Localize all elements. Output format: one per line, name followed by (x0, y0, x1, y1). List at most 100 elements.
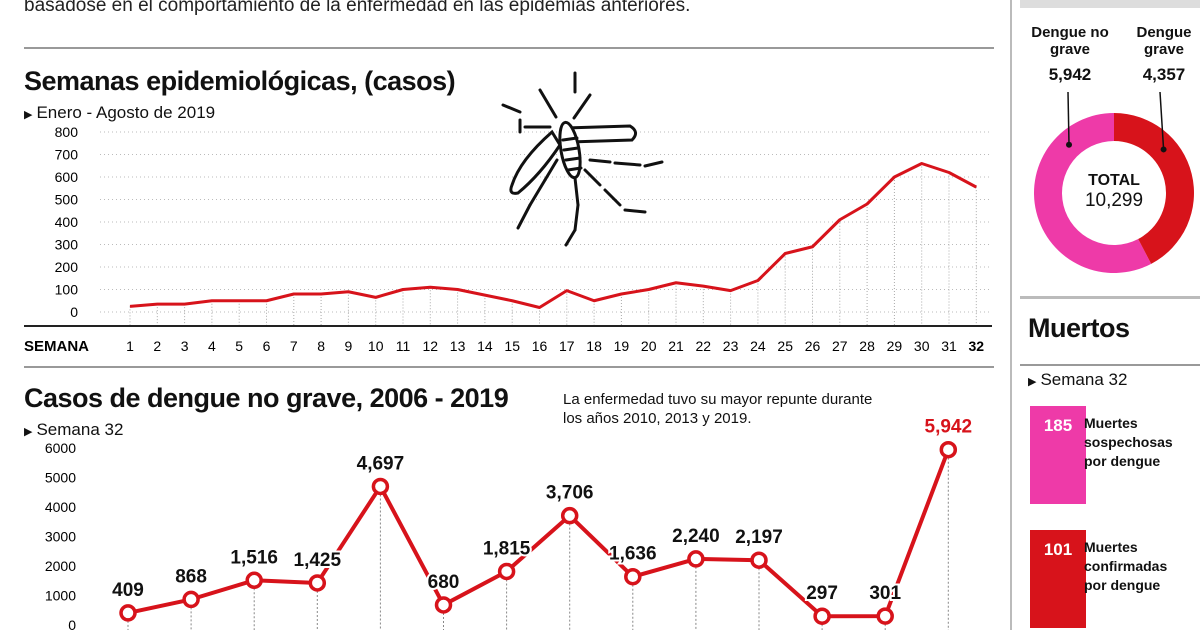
data-label: 868 (175, 566, 207, 587)
x-tick-label: 32 (969, 338, 985, 354)
donut-label-no-grave: Dengue no grave (1031, 24, 1109, 58)
data-point (813, 607, 831, 625)
data-point (182, 590, 200, 609)
data-point (497, 562, 516, 581)
x-tick-label: 3 (181, 338, 189, 354)
data-label: 1,815 (483, 538, 531, 559)
deaths-subtitle-text: Semana 32 (1040, 370, 1128, 389)
x-tick-label: 5 (235, 338, 243, 354)
deaths-suspected-box: 185 (1030, 406, 1086, 504)
donut-value-no-grave: 5,942 (1048, 65, 1092, 84)
data-point (119, 604, 137, 622)
x-tick-label: 13 (450, 338, 466, 354)
x-tick-label: 1 (126, 338, 134, 354)
data-label: 4,697 (357, 453, 405, 474)
yearly-cases-line (127, 449, 951, 619)
weekly-chart-drop-lines (129, 163, 977, 326)
y-tick-label: 4000 (45, 499, 76, 515)
x-tick-label: 19 (614, 338, 630, 354)
weekly-chart-title: Semanas epidemiológicas, (casos) (24, 66, 456, 96)
x-tick-label: 25 (777, 338, 793, 354)
weekly-chart-xaxis: 1 2 3 4 5 6 7 8 9 10 11 12 13 14 15 16 17 18 19 20 21 22 23 24 2… (126, 338, 984, 354)
deaths-confirmed-label: Muertes confirmadas por dengue (1084, 538, 1167, 595)
yearly-chart-subtitle-text: Semana 32 (36, 420, 124, 439)
weekly-chart-yaxis: 800 700 600 500 400 300 200 100 0 (55, 124, 79, 320)
donut-chart (1034, 91, 1194, 273)
y-tick-label: 3000 (45, 529, 76, 545)
y-tick-label: 6000 (45, 440, 76, 456)
data-label: 409 (112, 580, 144, 601)
label-line: Muertes (1084, 539, 1138, 555)
data-point (750, 551, 768, 569)
donut-marker-no-grave (1066, 141, 1073, 148)
separator (1020, 364, 1200, 366)
y-tick-label: 1000 (45, 588, 76, 604)
y-tick-label: 700 (55, 147, 79, 163)
sidebar-divider (1010, 0, 1012, 630)
donut-label-grave: Dengue grave (1136, 24, 1192, 58)
mosquito-icon (501, 71, 664, 247)
label-line: confirmadas (1084, 558, 1168, 574)
y-tick-label: 600 (55, 169, 79, 185)
x-tick-label: 7 (290, 338, 298, 354)
donut-slice-no-grave (1034, 113, 1152, 273)
y-tick-label: 300 (55, 237, 79, 253)
y-tick-label: 0 (68, 617, 76, 630)
data-point (371, 477, 390, 496)
triangle-icon: ▶ (1028, 376, 1037, 388)
data-point (245, 571, 263, 590)
data-point (876, 607, 894, 625)
data-label: 3,706 (546, 483, 594, 504)
data-point (308, 574, 327, 592)
x-tick-label: 21 (668, 338, 684, 354)
data-point (624, 567, 642, 586)
donut-marker-grave (1160, 146, 1167, 153)
donut-leader-no-grave (1067, 91, 1070, 145)
data-label: 1,636 (609, 544, 657, 565)
deaths-suspected-value: 185 (1043, 416, 1073, 435)
separator (24, 47, 994, 49)
weekly-chart-xlabel: SEMANA (24, 338, 89, 355)
yearly-chart-annotation: La enfermedad tuvo su mayor repunte dura… (563, 391, 873, 427)
y-tick-label: 200 (55, 259, 79, 275)
x-tick-label: 28 (859, 338, 875, 354)
donut-slice-grave (1114, 113, 1194, 264)
data-label: 297 (806, 583, 838, 604)
weekly-chart-subtitle: ▶ Enero - Agosto de 2019 (24, 103, 215, 123)
x-tick-label: 8 (317, 338, 325, 354)
deaths-subtitle: ▶ Semana 32 (1028, 370, 1127, 390)
yearly-chart-title: Casos de dengue no grave, 2006 - 2019 (24, 383, 509, 413)
y-tick-label: 0 (70, 304, 78, 320)
y-tick-label: 2000 (45, 558, 76, 574)
deaths-confirmed-value: 101 (1043, 540, 1073, 559)
separator (24, 366, 994, 368)
y-tick-label: 400 (55, 214, 79, 230)
triangle-icon: ▶ (24, 109, 33, 121)
x-tick-label: 11 (396, 338, 411, 354)
weekly-cases-line (129, 162, 978, 309)
x-tick-label: 4 (208, 338, 216, 354)
donut-total: TOTAL 10,299 (1054, 172, 1174, 212)
data-label: 2,197 (735, 527, 783, 548)
x-tick-label: 10 (368, 338, 384, 354)
x-tick-label: 26 (805, 338, 821, 354)
yearly-chart-points (119, 440, 958, 625)
x-tick-label: 23 (723, 338, 739, 354)
data-point (939, 440, 958, 459)
label-line: por dengue (1084, 453, 1161, 469)
data-point (434, 596, 453, 614)
x-tick-label: 22 (696, 338, 712, 354)
donut-total-value: 10,299 (1084, 190, 1144, 211)
x-tick-label: 9 (345, 338, 353, 354)
label-line: por dengue (1084, 577, 1161, 593)
x-tick-label: 18 (586, 338, 602, 354)
sidebar-top-bar (1020, 0, 1200, 8)
triangle-icon: ▶ (24, 426, 33, 438)
label-line: sospechosas (1084, 434, 1173, 450)
donut-leader-grave (1159, 91, 1165, 150)
data-label: 680 (428, 572, 460, 593)
data-label: 5,942 (925, 417, 973, 438)
deaths-suspected-label: Muertes sospechosas por dengue (1084, 414, 1173, 471)
data-label: 2,240 (672, 526, 720, 547)
